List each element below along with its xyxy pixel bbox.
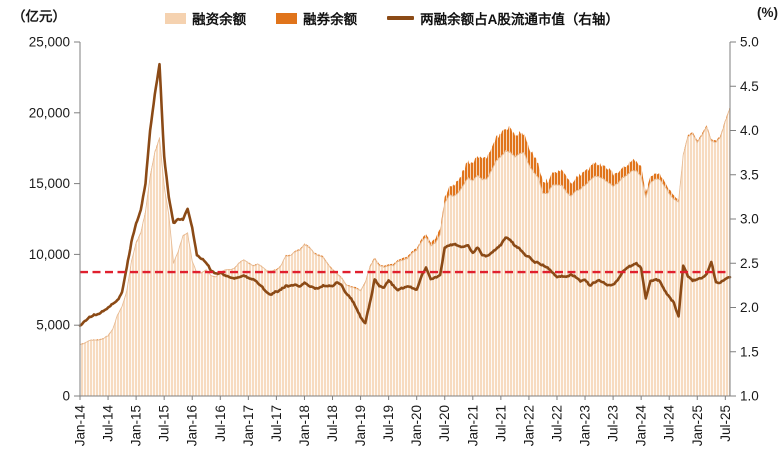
right-axis-tick-label: 1.5 (740, 344, 759, 359)
x-axis-tick-label: Jul-19 (381, 405, 396, 442)
right-axis-tick-label: 4.0 (740, 123, 759, 138)
x-axis-tick-label: Jan-15 (129, 405, 144, 446)
left-axis-tick-label: 20,000 (29, 105, 70, 120)
legend-item-ratio-line: 两融余额占A股流通市值（右轴） (387, 8, 619, 28)
left-axis-tick-label: 10,000 (29, 247, 70, 262)
right-axis-tick-label: 2.0 (740, 300, 759, 315)
legend-item-financing-balance: 融资余额 (165, 8, 246, 28)
x-axis-tick-label: Jul-25 (718, 405, 733, 442)
x-axis-tick-label: Jul-22 (549, 405, 564, 442)
ratio-line-swatch-icon (387, 16, 415, 20)
x-axis-tick-label: Jul-23 (606, 405, 621, 442)
left-axis-tick-label: 0 (62, 389, 70, 404)
x-axis-tick-label: Jul-18 (325, 405, 340, 442)
x-axis-tick-label: Jan-18 (297, 405, 312, 446)
right-axis-tick-label: 3.5 (740, 167, 759, 182)
x-axis-tick-label: Jan-20 (409, 405, 424, 446)
legend-label-short: 融券余额 (303, 12, 358, 27)
left-axis-tick-label: 5,000 (36, 318, 70, 333)
x-axis-tick-label: Jan-14 (73, 405, 88, 447)
right-axis-tick-label: 4.5 (740, 79, 759, 94)
x-axis-tick-label: Jul-17 (269, 405, 284, 442)
left-axis-unit-label: （亿元） (12, 9, 66, 24)
axis-labels: 0 5,000 10,000 15,000 20,000 25,000 1.0 1.5 2.0 2… (29, 35, 759, 447)
financing-balance-swatch-icon (165, 12, 187, 24)
right-axis-tick-label: 1.0 (740, 389, 759, 404)
x-axis-tick-label: Jan-22 (521, 405, 536, 446)
legend: 融资余额 融券余额 两融余额占A股流通市值（右轴） (0, 8, 784, 28)
x-axis-tick-label: Jul-15 (157, 405, 172, 442)
ratio-line (78, 62, 732, 327)
right-axis-tick-label: 3.0 (740, 212, 759, 227)
left-axis-tick-label: 15,000 (29, 176, 70, 191)
legend-label-ratio: 两融余额占A股流通市值（右轴） (420, 12, 619, 27)
financing-area-edge (79, 108, 731, 345)
left-axis-tick-label: 25,000 (29, 35, 70, 50)
x-axis-tick-label: Jan-23 (578, 405, 593, 446)
x-axis-tick-label: Jan-24 (634, 405, 649, 447)
legend-item-short-balance: 融券余额 (276, 8, 357, 28)
x-axis-tick-label: Jan-17 (241, 405, 256, 446)
x-axis-tick-label: Jul-21 (493, 405, 508, 442)
x-axis-tick-label: Jan-25 (690, 405, 705, 446)
x-axis-tick-label: Jul-16 (213, 405, 228, 442)
axes (74, 41, 736, 400)
x-axis-tick-label: Jan-16 (185, 405, 200, 446)
x-axis-tick-label: Jan-21 (465, 405, 480, 446)
financing-area (80, 108, 730, 396)
x-axis-tick-label: Jan-19 (353, 405, 368, 446)
x-axis-tick-label: Jul-24 (662, 405, 677, 442)
short-balance-swatch-icon (276, 12, 298, 24)
x-axis-tick-label: Jul-20 (437, 405, 452, 442)
x-axis-tick-label: Jul-14 (101, 405, 116, 442)
legend-label-financing: 融资余额 (192, 12, 247, 27)
right-axis-unit-label: (%) (757, 5, 778, 20)
right-axis-tick-label: 5.0 (740, 35, 759, 50)
right-axis-tick-label: 2.5 (740, 256, 759, 271)
